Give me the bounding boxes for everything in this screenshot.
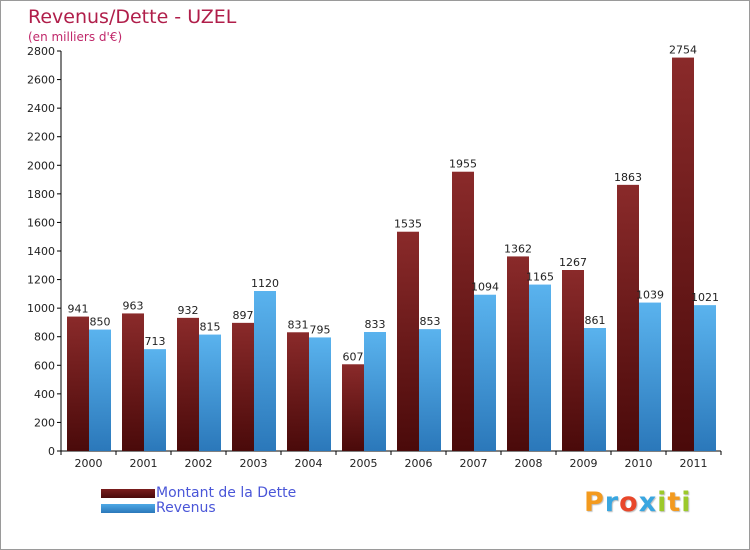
- bar-revenue-2002: [199, 334, 221, 451]
- bar-revenue-2006: [419, 329, 441, 451]
- x-tick-label: 2000: [75, 457, 103, 470]
- bar-debt-2002: [177, 317, 199, 451]
- x-tick-label: 2009: [570, 457, 598, 470]
- x-tick-label: 2007: [460, 457, 488, 470]
- bar-debt-2011: [672, 57, 694, 451]
- y-tick-label: 2400: [27, 102, 55, 115]
- value-label-revenue: 815: [200, 321, 221, 334]
- chart-subtitle: (en milliers d'€): [28, 30, 123, 44]
- value-label-revenue: 853: [420, 315, 441, 328]
- logo-letter: x: [638, 487, 658, 518]
- value-label-revenue: 1120: [251, 277, 279, 290]
- x-tick-label: 2002: [185, 457, 213, 470]
- y-tick-label: 1000: [27, 302, 55, 315]
- value-label-debt: 1955: [449, 158, 477, 171]
- value-labels: 941 963 932 897 831 607 1535 1955 1362 1267 1863 27…: [68, 44, 720, 364]
- bars: [67, 57, 716, 451]
- x-tick-label: 2006: [405, 457, 433, 470]
- x-tick-label: 2008: [515, 457, 543, 470]
- value-label-debt: 607: [343, 350, 364, 363]
- bar-debt-2004: [287, 332, 309, 451]
- value-label-debt: 1863: [614, 171, 642, 184]
- x-tick-label: 2010: [625, 457, 653, 470]
- value-label-revenue: 1094: [471, 281, 499, 294]
- value-label-revenue: 833: [365, 318, 386, 331]
- value-label-revenue: 850: [90, 316, 111, 329]
- axes: 0 200 400 600 800 1000 1200 1400 1600 1800 2000 220…: [27, 45, 722, 470]
- x-tick-label: 2005: [350, 457, 378, 470]
- value-label-revenue: 1039: [636, 289, 664, 302]
- value-label-debt: 963: [123, 299, 144, 312]
- y-tick-label: 600: [34, 359, 55, 372]
- y-tick-label: 1200: [27, 274, 55, 287]
- bar-revenue-2000: [89, 329, 111, 451]
- y-tick-label: 400: [34, 388, 55, 401]
- y-tick-label: 800: [34, 331, 55, 344]
- value-label-debt: 932: [178, 304, 199, 317]
- chart-title: Revenus/Dette - UZEL: [28, 6, 237, 28]
- bar-revenue-2003: [254, 291, 276, 451]
- bar-debt-2001: [122, 313, 144, 451]
- value-label-revenue: 795: [310, 323, 331, 336]
- x-tick-label: 2011: [680, 457, 708, 470]
- bar-revenue-2007: [474, 294, 496, 451]
- bar-debt-2003: [232, 322, 254, 451]
- y-tick-label: 1600: [27, 216, 55, 229]
- value-label-revenue: 861: [585, 314, 606, 327]
- y-tick-label: 200: [34, 416, 55, 429]
- bar-revenue-2005: [364, 332, 386, 451]
- logo-letter: o: [619, 487, 639, 518]
- x-tick-label: 2004: [295, 457, 323, 470]
- bar-debt-2005: [342, 364, 364, 451]
- bar-debt-2009: [562, 270, 584, 451]
- logo-letter: r: [604, 487, 620, 518]
- logo-letter: i: [681, 487, 692, 518]
- value-label-revenue: 713: [145, 335, 166, 348]
- value-label-revenue: 1165: [526, 271, 554, 284]
- legend-swatch-debt: [101, 489, 155, 498]
- logo-letter: i: [657, 487, 668, 518]
- proxiti-logo: Proxiti: [584, 487, 692, 518]
- y-tick-label: 2800: [27, 45, 55, 58]
- value-label-debt: 1267: [559, 256, 587, 269]
- x-tick-label: 2003: [240, 457, 268, 470]
- y-tick-label: 2600: [27, 74, 55, 87]
- value-label-debt: 1362: [504, 242, 532, 255]
- legend-label-debt: Montant de la Dette: [156, 485, 297, 501]
- value-label-revenue: 1021: [691, 291, 719, 304]
- bar-revenue-2010: [639, 302, 661, 451]
- y-tick-label: 2000: [27, 159, 55, 172]
- bar-debt-2000: [67, 316, 89, 451]
- bar-revenue-2004: [309, 337, 331, 451]
- x-tick-label: 2001: [130, 457, 158, 470]
- bar-debt-2010: [617, 184, 639, 451]
- bar-revenue-2008: [529, 284, 551, 451]
- y-tick-label: 1400: [27, 245, 55, 258]
- bar-revenue-2011: [694, 305, 716, 451]
- logo-letter: P: [584, 487, 605, 518]
- logo-letter: t: [667, 487, 682, 518]
- value-label-debt: 831: [288, 318, 309, 331]
- value-label-debt: 897: [233, 309, 254, 322]
- value-label-debt: 941: [68, 303, 89, 316]
- bar-debt-2008: [507, 256, 529, 451]
- y-tick-label: 0: [48, 445, 55, 458]
- bar-debt-2007: [452, 171, 474, 451]
- bar-revenue-2001: [144, 349, 166, 451]
- value-label-debt: 2754: [669, 44, 697, 57]
- bar-debt-2006: [397, 231, 419, 451]
- value-label-debt: 1535: [394, 218, 422, 231]
- legend-swatch-revenue: [101, 504, 155, 513]
- y-tick-label: 2200: [27, 131, 55, 144]
- bar-revenue-2009: [584, 328, 606, 451]
- y-tick-label: 1800: [27, 188, 55, 201]
- legend-label-revenue: Revenus: [156, 500, 216, 516]
